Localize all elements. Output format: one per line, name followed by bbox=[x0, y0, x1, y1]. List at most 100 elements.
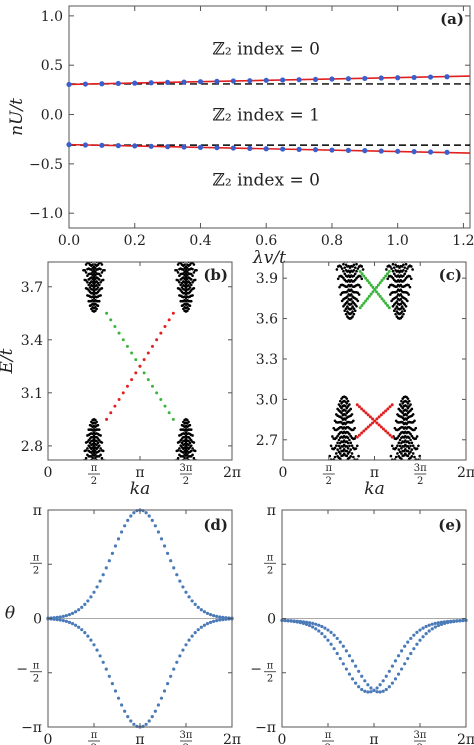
x-tick-label: 3π 2 bbox=[414, 730, 427, 745]
bulk-point bbox=[348, 444, 351, 448]
y-axis-label: E/t bbox=[0, 348, 17, 374]
bulk-point bbox=[410, 434, 414, 438]
bulk-point bbox=[407, 399, 411, 403]
bulk-point bbox=[186, 295, 189, 298]
wilson-point bbox=[301, 620, 306, 624]
wilson-point bbox=[162, 544, 167, 548]
bulk-point bbox=[398, 444, 402, 448]
x-tick-label: 0 bbox=[279, 465, 288, 481]
bulk-point bbox=[406, 397, 410, 400]
x-tick-label: π bbox=[370, 465, 379, 481]
bulk-point bbox=[339, 265, 343, 268]
wilson-point bbox=[190, 599, 194, 603]
bulk-point bbox=[395, 295, 399, 298]
y-tick-label: 0 bbox=[267, 612, 276, 628]
bulk-point bbox=[405, 418, 408, 421]
bulk-point bbox=[406, 402, 410, 405]
bulk-point bbox=[345, 411, 349, 415]
wilson-point bbox=[381, 689, 385, 693]
bulk-point bbox=[95, 257, 98, 260]
edge-state-point bbox=[385, 304, 389, 308]
wilson-point bbox=[311, 625, 315, 629]
wilson-point bbox=[307, 623, 312, 628]
wilson-point bbox=[418, 638, 422, 642]
bulk-point bbox=[347, 463, 350, 466]
data-point bbox=[312, 76, 319, 83]
panel-label: (a) bbox=[440, 10, 464, 28]
bulk-point bbox=[362, 254, 365, 257]
bulk-point bbox=[349, 274, 353, 277]
edge-state-point bbox=[384, 274, 388, 278]
bulk-point bbox=[186, 284, 189, 288]
bulk-point bbox=[186, 418, 189, 422]
wilson-point bbox=[83, 630, 87, 635]
wilson-point bbox=[199, 625, 203, 629]
wilson-point bbox=[357, 669, 361, 673]
bulk-point bbox=[411, 268, 414, 271]
edge-state-point bbox=[375, 421, 379, 425]
bulk-point bbox=[178, 447, 181, 450]
bulk-point bbox=[363, 258, 366, 261]
edge-state-point bbox=[109, 318, 113, 322]
bulk-point bbox=[87, 466, 90, 469]
edge-state-point bbox=[388, 433, 392, 437]
plot-frame bbox=[282, 261, 467, 461]
edge-state-point bbox=[371, 290, 375, 294]
wilson-point bbox=[159, 696, 164, 700]
y-tick-label: 0 bbox=[33, 612, 42, 628]
wilson-point bbox=[67, 620, 72, 624]
data-point bbox=[181, 79, 187, 85]
wilson-point bbox=[387, 685, 391, 689]
wilson-point bbox=[205, 622, 210, 626]
edge-state-point bbox=[155, 391, 159, 395]
data-point bbox=[411, 74, 417, 81]
edge-state-point bbox=[159, 331, 163, 335]
wilson-point bbox=[221, 615, 225, 620]
edge-state-point bbox=[357, 405, 361, 409]
bulk-point bbox=[409, 444, 412, 448]
edge-state-point bbox=[390, 435, 394, 439]
edge-state-point bbox=[163, 325, 167, 329]
wilson-point bbox=[329, 630, 333, 634]
edge-state-point bbox=[386, 431, 390, 435]
bulk-point bbox=[96, 441, 100, 445]
bulk-point bbox=[179, 256, 182, 259]
bulk-point bbox=[348, 403, 351, 406]
edge-state-point bbox=[386, 407, 390, 411]
data-point bbox=[165, 144, 171, 150]
data-point bbox=[99, 81, 105, 87]
tick-label-numerator: π bbox=[33, 552, 40, 563]
wilson-point bbox=[341, 644, 345, 648]
wilson-point bbox=[129, 719, 133, 723]
edge-state-point bbox=[150, 344, 154, 348]
wilson-point bbox=[70, 622, 75, 626]
panel-a: 0.0 0.2 0.4 0.6 0.8 1.0 1.2 −1.0 −0.5 0.0 0.5 1.0 ℤ₂… bbox=[7, 5, 474, 268]
edge-state-point bbox=[358, 269, 362, 273]
wilson-point bbox=[156, 530, 160, 534]
bulk-point bbox=[344, 431, 347, 435]
wilson-point bbox=[427, 629, 431, 633]
wilson-point bbox=[107, 559, 111, 563]
wilson-point bbox=[317, 623, 321, 627]
bulk-point bbox=[410, 441, 414, 445]
wilson-point bbox=[98, 654, 102, 658]
wilson-point bbox=[436, 621, 440, 625]
wilson-point bbox=[289, 619, 293, 623]
x-tick-label: 0.0 bbox=[58, 233, 80, 249]
x-axis-label: λv/t bbox=[252, 248, 286, 268]
bulk-point bbox=[94, 429, 97, 432]
bulk-point bbox=[190, 256, 193, 259]
bulk-point bbox=[92, 454, 96, 458]
tick-label-numerator: 3π bbox=[180, 730, 193, 741]
tick-label-numerator: π bbox=[267, 552, 274, 563]
wilson-point bbox=[73, 623, 78, 627]
edge-state-point bbox=[384, 409, 388, 413]
bulk-point bbox=[186, 291, 189, 295]
bulk-point bbox=[189, 259, 192, 262]
bulk-point bbox=[353, 272, 357, 276]
bulk-point bbox=[87, 283, 91, 287]
bulk-point bbox=[408, 463, 411, 466]
bulk-point bbox=[349, 278, 353, 282]
bulk-point bbox=[350, 452, 354, 455]
